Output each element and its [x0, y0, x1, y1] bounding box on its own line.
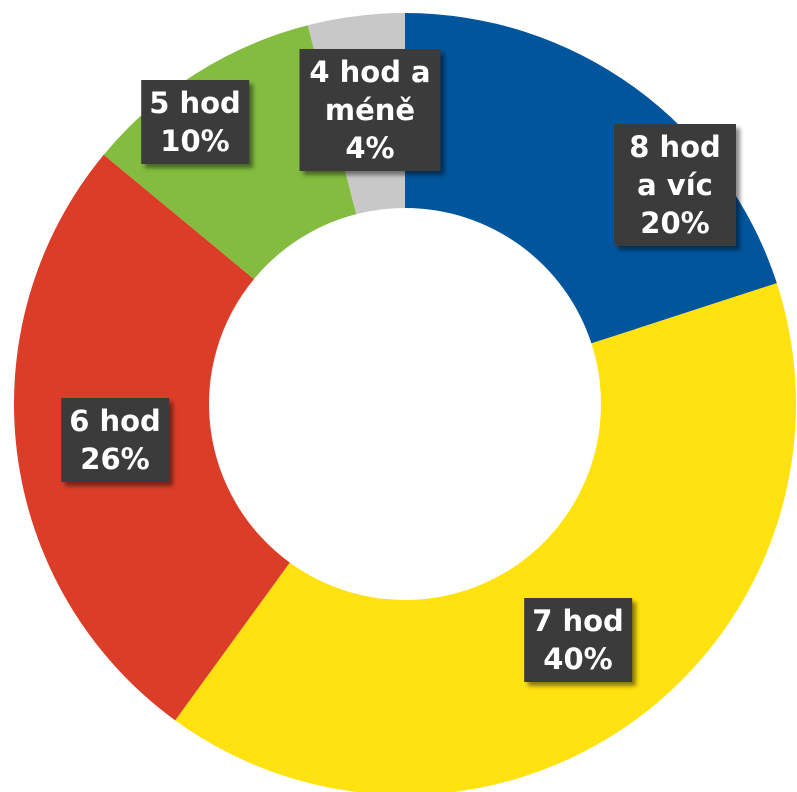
data-label: 8 hod a víc 20% [614, 124, 736, 246]
label-text: 26% [80, 442, 150, 476]
donut-segment [405, 13, 777, 344]
label-text: 10% [160, 124, 230, 158]
label-text: 4 hod a méně [309, 55, 431, 127]
label-text: 20% [640, 206, 710, 240]
label-text: 8 hod a víc [629, 130, 721, 202]
data-label: 5 hod 10% [141, 80, 249, 164]
label-text: 7 hod [532, 604, 624, 638]
data-label: 7 hod 40% [524, 598, 632, 682]
label-text: 4% [345, 131, 395, 165]
label-text: 40% [543, 642, 613, 676]
donut-segment [175, 283, 796, 792]
data-label: 4 hod a méně 4% [299, 49, 441, 171]
data-label: 6 hod 26% [61, 398, 169, 482]
label-text: 5 hod [149, 86, 241, 120]
label-text: 6 hod [69, 404, 161, 438]
